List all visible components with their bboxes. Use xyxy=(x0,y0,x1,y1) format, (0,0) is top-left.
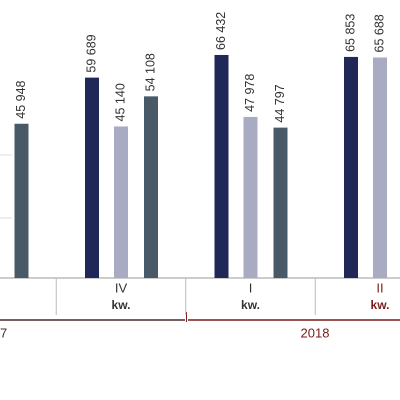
year-label: 2018 xyxy=(301,325,330,340)
bar xyxy=(114,126,128,278)
bar xyxy=(214,54,229,278)
value-label: 44 797 xyxy=(273,84,287,122)
bar xyxy=(273,127,288,278)
x-tick-sublabel: kw. xyxy=(241,298,260,312)
bar xyxy=(373,57,387,279)
bar xyxy=(14,123,29,278)
value-label: 65 688 xyxy=(372,14,386,52)
x-tick-label: II xyxy=(376,280,383,295)
value-label: 45 948 xyxy=(14,80,28,118)
value-label: 54 108 xyxy=(143,53,157,91)
value-label: 65 853 xyxy=(343,14,357,52)
x-tick-label: I xyxy=(249,280,253,295)
value-label: 45 140 xyxy=(113,83,127,121)
bar xyxy=(85,77,99,278)
year-label: 7 xyxy=(0,325,7,340)
value-label: 66 432 xyxy=(214,12,228,50)
x-tick-sublabel: kw. xyxy=(371,298,390,312)
bar xyxy=(344,56,358,278)
value-label: 47 978 xyxy=(243,74,257,112)
bar xyxy=(144,96,158,278)
value-label: 59 689 xyxy=(84,34,98,72)
x-tick-label: IV xyxy=(115,280,128,295)
bar xyxy=(243,116,258,278)
x-tick-sublabel: kw. xyxy=(112,298,131,312)
